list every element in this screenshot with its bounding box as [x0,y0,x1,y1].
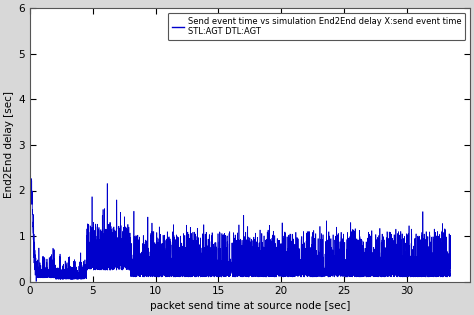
Legend: Send event time vs simulation End2End delay X:send event time
STL:AGT DTL:AGT: Send event time vs simulation End2End de… [168,13,465,40]
Y-axis label: End2End delay [sec]: End2End delay [sec] [4,91,14,198]
X-axis label: packet send time at source node [sec]: packet send time at source node [sec] [150,301,350,311]
